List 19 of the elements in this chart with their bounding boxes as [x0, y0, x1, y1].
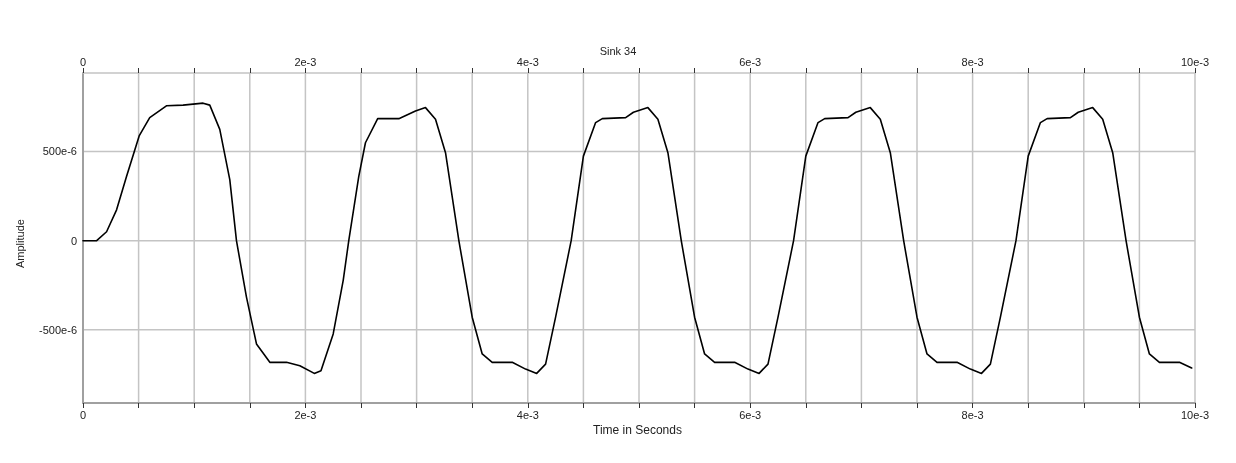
x2-tick-label: 6e-3: [739, 55, 762, 68]
y-tick-label: 500e-6: [42, 145, 77, 158]
x-tick-label: 8e-3: [961, 408, 984, 421]
x-tick-label: 0: [79, 408, 87, 421]
x2-tick-label: 8e-3: [961, 55, 984, 68]
y-axis-title: Amplitude: [13, 219, 26, 268]
y-tick-label: 0: [70, 234, 77, 247]
chart-title: Sink 34: [599, 44, 637, 57]
x-tick-label: 2e-3: [294, 408, 317, 421]
x2-tick-label: 4e-3: [516, 55, 539, 68]
x-tick-label: 10e-3: [1180, 408, 1210, 421]
x2-tick-label: 2e-3: [294, 55, 317, 68]
x-tick-label: 6e-3: [739, 408, 762, 421]
line-series: [82, 102, 1193, 375]
x-axis-title: Time in Seconds: [593, 423, 682, 437]
x2-tick-label: 0: [79, 55, 87, 68]
x-tick-label: 4e-3: [516, 408, 539, 421]
x2-tick-label: 10e-3: [1180, 55, 1210, 68]
y-tick-label: -500e-6: [39, 323, 77, 336]
